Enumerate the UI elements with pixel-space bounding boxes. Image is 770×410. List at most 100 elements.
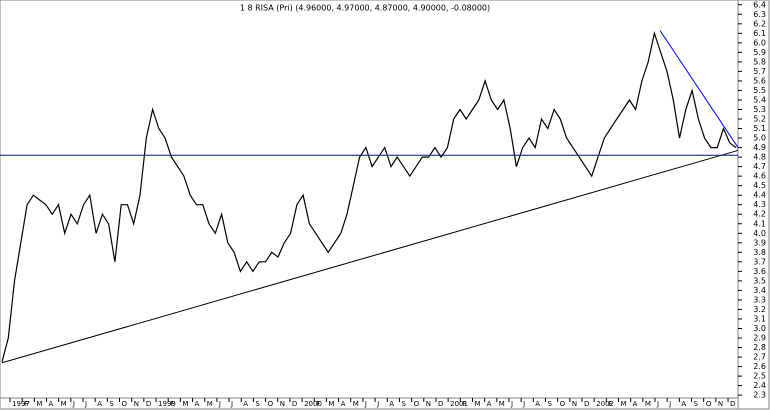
- y-tick-label: 6.3: [753, 10, 766, 19]
- x-tick-label: O: [268, 400, 274, 408]
- x-tick-label: O: [414, 400, 420, 408]
- y-tick-label: 3.9: [753, 238, 766, 247]
- y-tick-label: 2.8: [753, 343, 766, 352]
- x-tick-label: F: [170, 400, 174, 408]
- trend-line: [1, 149, 739, 364]
- y-tick-label: 5.2: [753, 115, 766, 124]
- y-tick-label: 5.7: [753, 67, 766, 76]
- x-tick-label: S: [255, 400, 260, 408]
- y-tick-label: 5.9: [753, 48, 766, 57]
- x-tick-label: O: [122, 400, 128, 408]
- x-tick-label: S: [547, 400, 552, 408]
- x-tick-label: A: [389, 400, 394, 408]
- y-tick-label: 4.1: [753, 219, 766, 228]
- y-tick-label: 3.0: [753, 324, 766, 333]
- x-tick-label: J: [230, 400, 233, 408]
- x-tick-label: A: [195, 400, 200, 408]
- x-tick-label: M: [61, 400, 67, 408]
- x-tick-label: N: [718, 400, 723, 408]
- y-tick-label: 3.6: [753, 267, 766, 276]
- x-tick-label: 1999: [158, 400, 176, 408]
- x-tick-label: N: [280, 400, 285, 408]
- y-tick-label: 4.9: [753, 143, 766, 152]
- y-tick-label: 3.8: [753, 248, 766, 257]
- x-tick-label: J: [72, 400, 75, 408]
- y-tick-label: 4.2: [753, 210, 766, 219]
- y-tick-label: 6.1: [753, 29, 766, 38]
- x-tick-label: A: [487, 400, 492, 408]
- y-tick-label: 3.1: [753, 314, 766, 323]
- x-tick-label: F: [608, 400, 612, 408]
- x-tick-label: D: [438, 400, 443, 408]
- x-tick-label: F: [462, 400, 466, 408]
- x-tick-label: A: [633, 400, 638, 408]
- x-tick-label: N: [572, 400, 577, 408]
- y-tick-label: 5.1: [753, 124, 766, 133]
- x-tick-label: S: [694, 400, 699, 408]
- price-line: [1, 31, 737, 362]
- y-tick-label: 4.7: [753, 162, 766, 171]
- x-tick-label: J: [84, 400, 87, 408]
- y-tick-label: 4.3: [753, 200, 766, 209]
- y-tick-label: 3.2: [753, 305, 766, 314]
- y-tick-label: 5.0: [753, 134, 766, 143]
- y-tick-label: 3.5: [753, 276, 766, 285]
- x-tick-label: J: [668, 400, 671, 408]
- y-tick-label: 3.4: [753, 286, 766, 295]
- x-tick-label: J: [218, 400, 221, 408]
- x-tick-label: 2000: [304, 400, 322, 408]
- x-tick-label: A: [243, 400, 248, 408]
- y-tick-label: 2.9: [753, 334, 766, 343]
- x-tick-label: J: [364, 400, 367, 408]
- x-tick-label: 2002: [596, 400, 614, 408]
- x-tick-label: 2001: [450, 400, 468, 408]
- y-tick-label: 6.0: [753, 38, 766, 47]
- x-tick-label: A: [681, 400, 686, 408]
- x-tick-label: D: [292, 400, 297, 408]
- y-tick-label: 4.5: [753, 181, 766, 190]
- plot-area: [0, 0, 739, 399]
- y-tick-label: 5.3: [753, 105, 766, 114]
- y-tick-label: 4.0: [753, 229, 766, 238]
- x-tick-label: M: [474, 400, 480, 408]
- x-axis-panel: [0, 397, 739, 410]
- x-tick-label: O: [560, 400, 566, 408]
- x-tick-label: S: [401, 400, 406, 408]
- x-tick-label: J: [656, 400, 659, 408]
- y-tick-label: 5.6: [753, 76, 766, 85]
- x-tick-label: A: [341, 400, 346, 408]
- chart-title: 1 8 RISA (Pri) (4.96000, 4.97000, 4.8700…: [240, 4, 490, 13]
- y-tick-label: 4.4: [753, 191, 766, 200]
- x-tick-label: A: [49, 400, 54, 408]
- y-tick-label: 6.2: [753, 19, 766, 28]
- y-tick-label: 3.7: [753, 257, 766, 266]
- x-tick-label: M: [353, 400, 359, 408]
- x-tick-label: M: [499, 400, 505, 408]
- x-tick-label: F: [24, 400, 28, 408]
- x-tick-label: F: [316, 400, 320, 408]
- y-tick-label: 3.3: [753, 295, 766, 304]
- y-tick-label: 5.8: [753, 57, 766, 66]
- y-tick-label: 5.5: [753, 86, 766, 95]
- x-tick-label: M: [207, 400, 213, 408]
- x-tick-label: N: [134, 400, 139, 408]
- x-tick-label: J: [510, 400, 513, 408]
- y-tick-label: 2.6: [753, 362, 766, 371]
- y-tick-label: 2.5: [753, 372, 766, 381]
- x-tick-label: N: [426, 400, 431, 408]
- x-tick-label: M: [328, 400, 334, 408]
- trend-line: [659, 30, 739, 148]
- y-tick-label: 2.4: [753, 381, 766, 390]
- x-tick-label: S: [109, 400, 114, 408]
- x-tick-label: M: [36, 400, 42, 408]
- x-tick-label: D: [146, 400, 151, 408]
- x-tick-label: J: [376, 400, 379, 408]
- x-tick-label: 1997: [12, 400, 30, 408]
- y-tick-label: 4.6: [753, 172, 766, 181]
- x-tick-label: M: [182, 400, 188, 408]
- x-tick-label: A: [535, 400, 540, 408]
- y-tick-label: 6.4: [753, 0, 766, 9]
- x-tick-label: D: [730, 400, 735, 408]
- x-tick-label: J: [522, 400, 525, 408]
